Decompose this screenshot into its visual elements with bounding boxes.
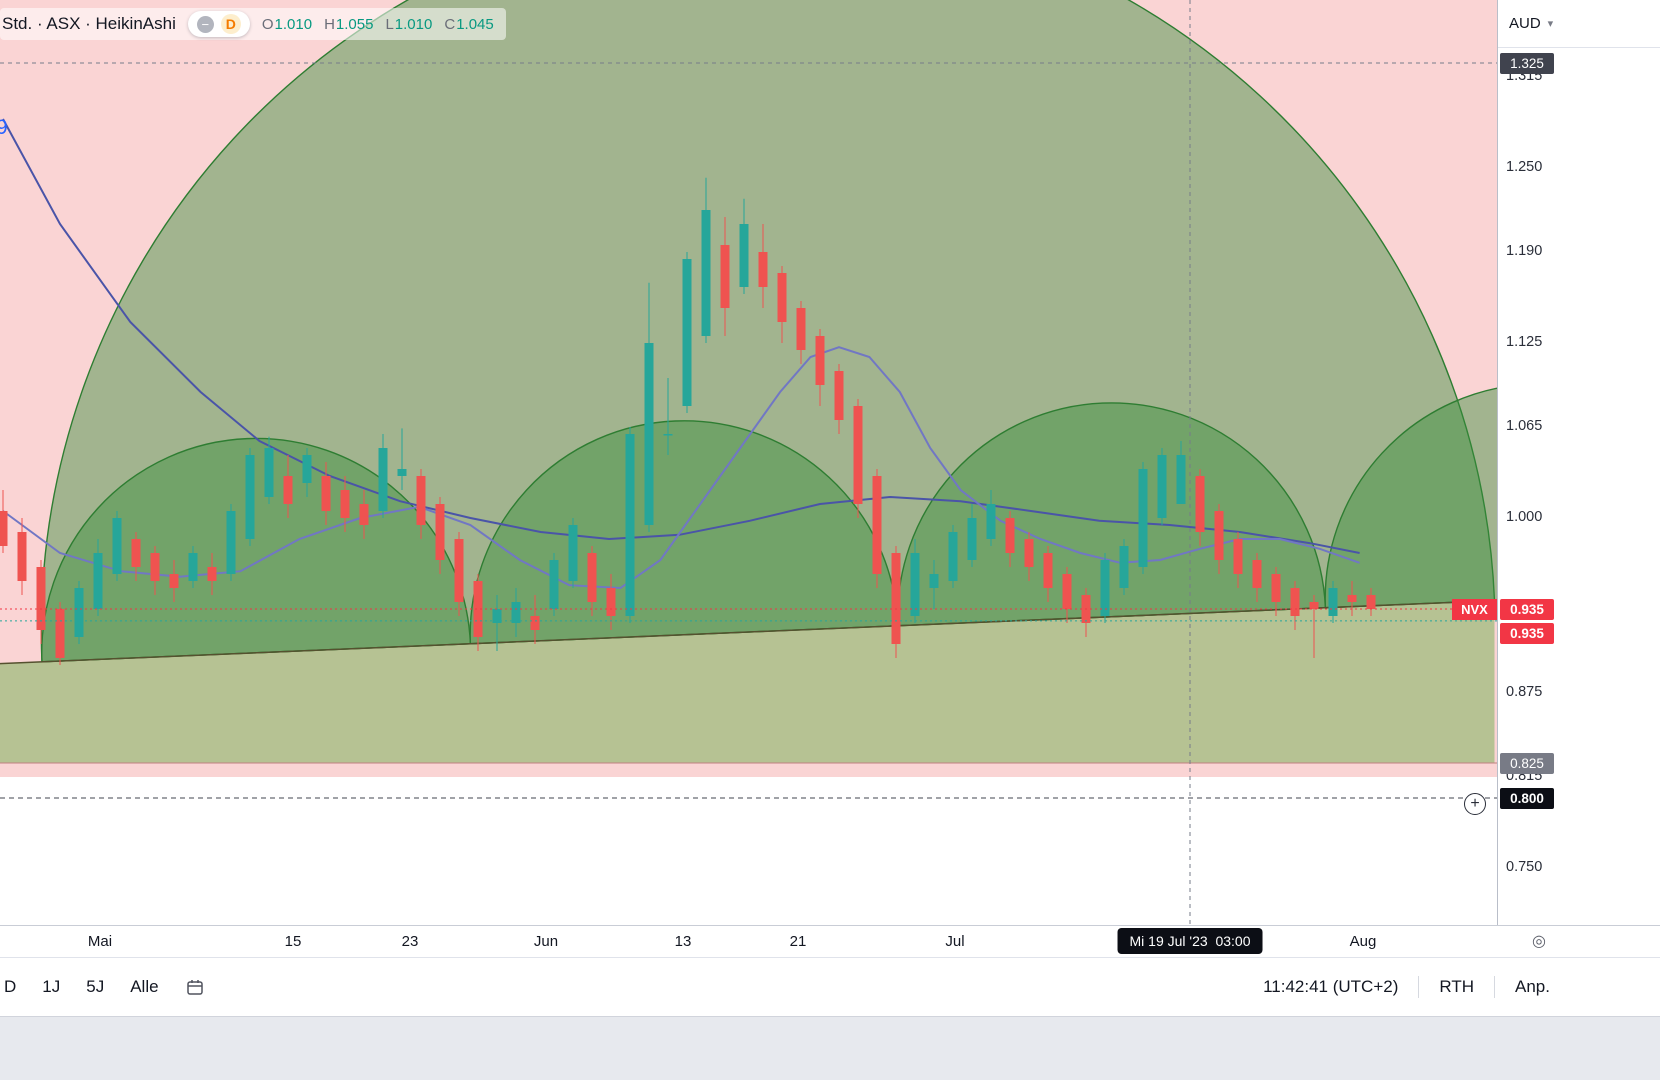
symbol-title[interactable]: Std. · ASX · HeikinAshi	[2, 14, 176, 33]
price-tick: 1.250	[1506, 159, 1543, 175]
high-value: 1.055	[335, 15, 374, 33]
low-label: L	[385, 15, 394, 33]
range-button-d[interactable]: D	[4, 977, 17, 996]
price-tick: 0.750	[1506, 859, 1543, 875]
ohlc-values: O 1.010 H 1.055 L 1.010 C 1.045	[262, 16, 494, 33]
range-buttons-group: D 1J 5J Alle	[0, 977, 205, 997]
crosshair-price-badge: 1.325	[1500, 53, 1554, 74]
toolbar-right-group: 11:42:41 (UTC+2) RTH Anp.	[1263, 976, 1660, 998]
time-axis[interactable]: Mi 19 Jul '23 03:00 ◎ Mai 15 23 Jun 13 21 Jul A…	[0, 925, 1660, 957]
price-tick: 1.190	[1506, 243, 1543, 259]
level-price-badge: 0.825	[1500, 753, 1554, 774]
price-tick: 1.125	[1506, 334, 1543, 350]
bottom-strip	[0, 1016, 1660, 1080]
secondary-price-badge: 0.935	[1500, 623, 1554, 644]
price-axis[interactable]: AUD ▾ 1.315 1.250 1.190 1.125 1.065 1.000 0.87…	[1497, 0, 1660, 925]
time-tick: Aug	[1349, 933, 1377, 950]
close-label: C	[444, 15, 456, 33]
crosshair-time-badge: Mi 19 Jul '23 03:00	[1117, 928, 1263, 954]
time-tick: Jul	[945, 933, 965, 950]
add-alert-icon[interactable]: +	[1464, 793, 1486, 815]
bottom-toolbar: D 1J 5J Alle 11:42:41 (UTC+2) RTH Anp.	[0, 957, 1660, 1016]
chevron-down-icon: ▾	[1547, 18, 1554, 30]
adjust-button[interactable]: Anp.	[1515, 977, 1550, 996]
range-button-5j[interactable]: 5J	[86, 977, 105, 996]
chart-legend: Std. · ASX · HeikinAshi − D O 1.010 H 1.05…	[0, 8, 506, 40]
price-tick: 0.875	[1506, 684, 1543, 700]
time-tick: 15	[284, 933, 302, 950]
candlestick-chart[interactable]	[0, 0, 1497, 925]
separator	[1494, 976, 1496, 998]
high-label: H	[324, 15, 335, 33]
time-tick: 13	[674, 933, 692, 950]
time-tick: Mai	[87, 933, 113, 950]
price-tick: 1.065	[1506, 418, 1543, 434]
timezone-icon[interactable]: ◎	[1532, 933, 1546, 950]
separator	[1418, 976, 1420, 998]
calendar-icon[interactable]	[185, 977, 205, 997]
currency-selector[interactable]: AUD ▾	[1498, 0, 1660, 48]
timeframe-badge[interactable]: D	[220, 14, 241, 34]
range-button-1j[interactable]: 1J	[42, 977, 61, 996]
timeframe-pill[interactable]: − D	[187, 11, 250, 37]
last-price-badge: 0.935	[1500, 599, 1554, 620]
low-value: 1.010	[394, 15, 433, 33]
time-tick: 21	[789, 933, 807, 950]
open-value: 1.010	[274, 15, 313, 33]
clock-display[interactable]: 11:42:41 (UTC+2)	[1263, 977, 1399, 996]
session-button[interactable]: RTH	[1439, 977, 1475, 996]
collapse-icon[interactable]: −	[196, 15, 214, 33]
symbol-price-tag: NVX	[1452, 599, 1497, 620]
truncated-price-label: 9	[0, 116, 8, 139]
range-button-alle[interactable]: Alle	[130, 977, 159, 996]
close-value: 1.045	[456, 15, 494, 33]
chart-canvas[interactable]: Std. · ASX · HeikinAshi − D O 1.010 H 1.05…	[0, 0, 1497, 925]
time-tick: 23	[401, 933, 419, 950]
time-tick: Jun	[533, 933, 559, 950]
currency-label: AUD	[1509, 15, 1541, 32]
level-price-badge: 0.800	[1500, 788, 1554, 809]
price-tick: 1.000	[1506, 509, 1543, 525]
open-label: O	[261, 15, 274, 33]
